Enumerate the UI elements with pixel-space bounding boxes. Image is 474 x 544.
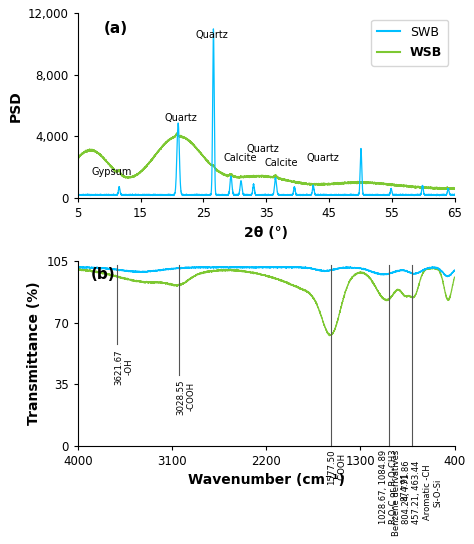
Text: 3621.67
-OH: 3621.67 -OH	[114, 349, 133, 385]
SWB	[452, 191, 457, 197]
WSB	[211, 164, 217, 170]
WSB	[94, 149, 100, 155]
WSB	[439, 186, 445, 193]
Legend: SWB, WSB: SWB, WSB	[371, 20, 448, 66]
SWB	[354, 192, 360, 199]
Text: Benzene derivatives
804.24, 771.86
457.21, 463.44
Aromatic -CH
Si-O-Si: Benzene derivatives 804.24, 771.86 457.2…	[392, 449, 442, 535]
SWB	[433, 193, 439, 199]
X-axis label: Wavenumber (cm⁻¹): Wavenumber (cm⁻¹)	[188, 473, 345, 487]
WSB	[452, 185, 457, 191]
Text: (a): (a)	[104, 21, 128, 36]
SWB	[314, 192, 320, 199]
SWB	[94, 191, 100, 198]
Line: SWB: SWB	[78, 29, 455, 196]
Text: Quartz: Quartz	[246, 144, 279, 154]
SWB	[211, 99, 217, 106]
Text: (b): (b)	[91, 267, 116, 282]
Y-axis label: PSD: PSD	[9, 90, 22, 121]
SWB	[75, 191, 81, 198]
Text: 1577.50
-COOH: 1577.50 -COOH	[328, 449, 347, 485]
SWB	[374, 192, 380, 199]
WSB	[374, 180, 380, 187]
WSB	[174, 129, 180, 136]
WSB	[298, 180, 304, 187]
Text: Quartz: Quartz	[164, 113, 197, 123]
SWB	[210, 26, 216, 32]
WSB	[354, 180, 360, 187]
X-axis label: 2θ (°): 2θ (°)	[244, 226, 288, 239]
WSB	[75, 154, 81, 161]
Text: Calcite: Calcite	[223, 153, 257, 163]
Y-axis label: Transmittance (%): Transmittance (%)	[27, 282, 41, 425]
Text: 3028.55
-COOH: 3028.55 -COOH	[176, 379, 195, 415]
Text: Calcite: Calcite	[265, 158, 299, 168]
Text: Quartz: Quartz	[307, 153, 340, 163]
WSB	[314, 181, 320, 188]
Text: Quartz: Quartz	[196, 30, 228, 40]
Text: 1028.67, 1084.89
R-O-C or R-O-CH3
874.91: 1028.67, 1084.89 R-O-C or R-O-CH3 874.91	[379, 449, 409, 524]
Line: WSB: WSB	[78, 133, 455, 189]
Text: Gypsum: Gypsum	[91, 167, 132, 177]
SWB	[298, 191, 304, 198]
